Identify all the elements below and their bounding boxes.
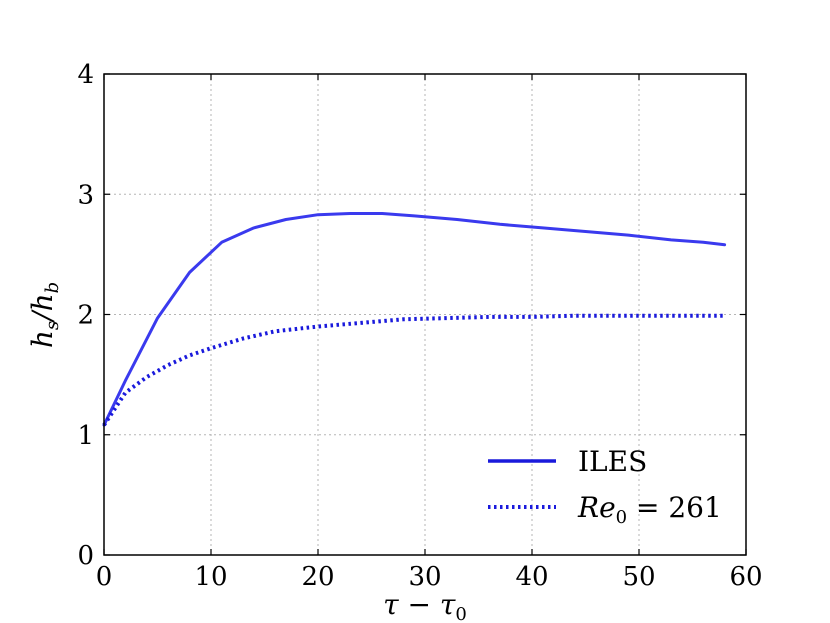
x-tick-label: 50 <box>622 562 655 592</box>
x-tick-label: 10 <box>194 562 227 592</box>
y-tick-label: 2 <box>77 301 94 331</box>
legend-label-re0-subscript: 0 <box>616 507 627 528</box>
y-tick-label: 0 <box>77 541 94 571</box>
tick-marks <box>103 73 747 556</box>
y-axis-label-subscript-s: s <box>42 321 63 330</box>
x-tick-label: 40 <box>515 562 548 592</box>
x-tick-label: 60 <box>729 562 762 592</box>
y-tick-label: 4 <box>77 60 94 90</box>
x-tick-label: 0 <box>96 562 113 592</box>
y-tick-label: 1 <box>77 421 94 451</box>
y-axis-label: hs/hb <box>26 282 63 348</box>
grid-lines <box>104 74 746 555</box>
x-axis-label-subscript: 0 <box>455 604 466 623</box>
y-tick-labels: 0 1 2 3 4 <box>77 60 94 571</box>
series-layer <box>102 212 727 427</box>
x-axis-label: τ − τ0 <box>383 588 467 623</box>
x-tick-label: 20 <box>301 562 334 592</box>
legend-label-re0: Re0 = 261 <box>577 491 722 528</box>
y-axis-label-subscript-b: b <box>42 282 63 294</box>
y-tick-label: 3 <box>77 180 94 210</box>
x-tick-labels: 0 10 20 30 40 50 60 <box>96 562 763 592</box>
legend: ILES Re0 = 261 <box>488 445 722 528</box>
series-line-1 <box>102 313 725 427</box>
legend-label-iles: ILES <box>578 445 647 478</box>
x-tick-label: 30 <box>408 562 441 592</box>
series-line-0 <box>102 212 727 427</box>
